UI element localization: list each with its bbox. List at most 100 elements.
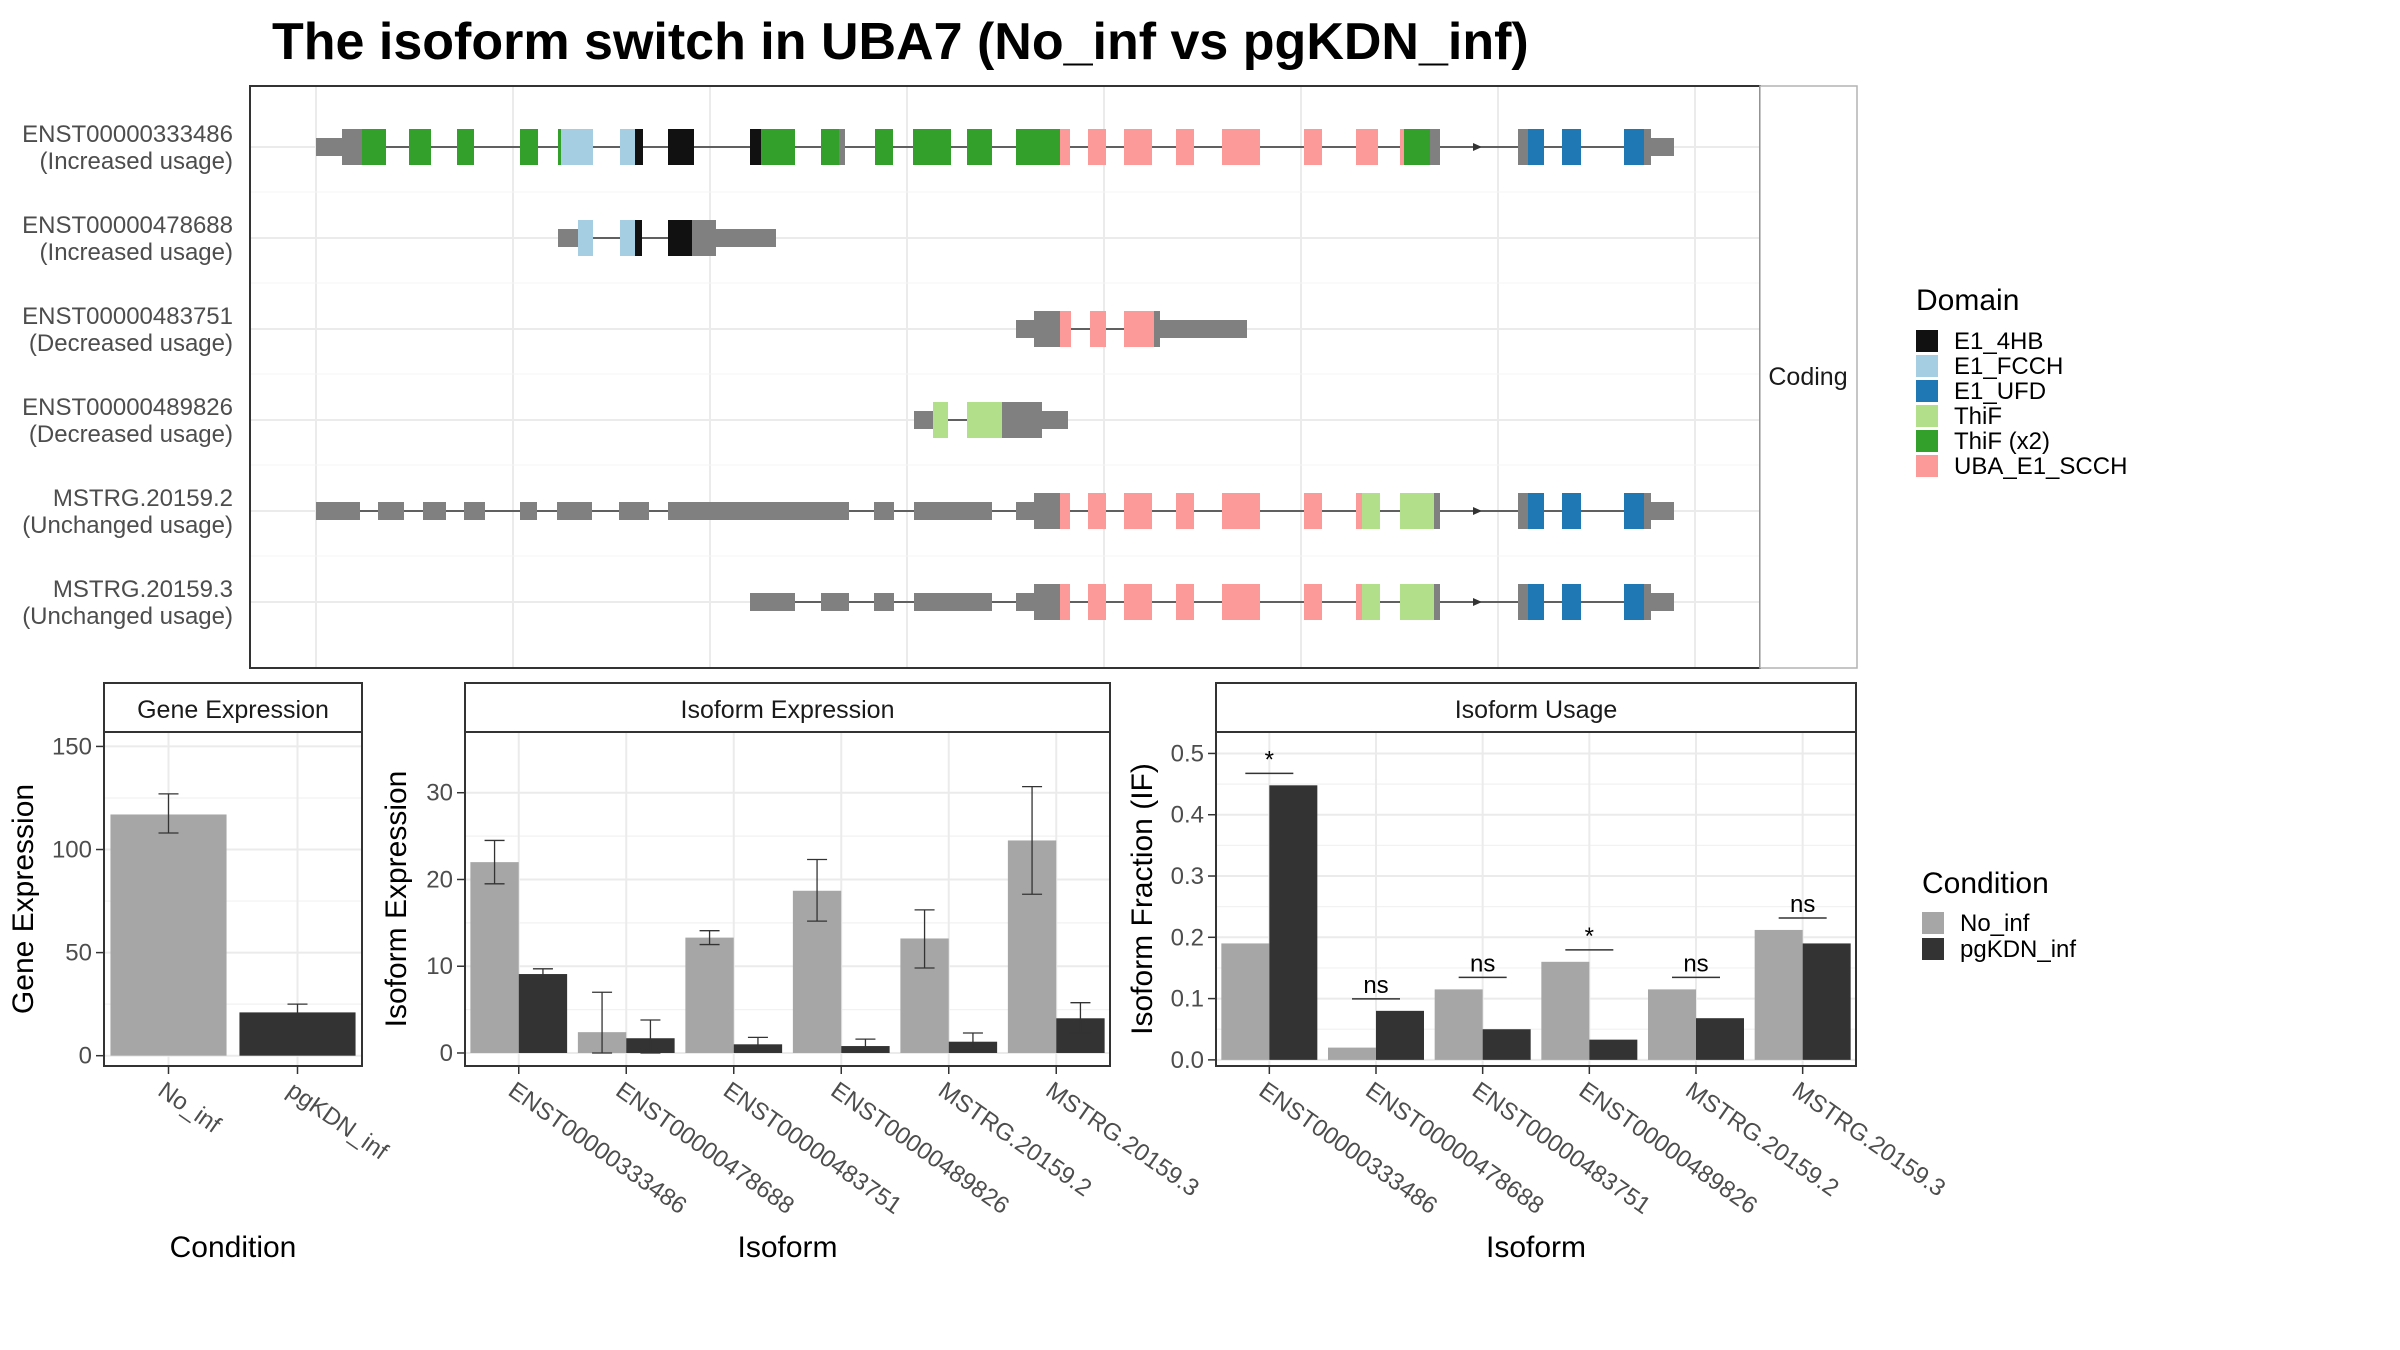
y-axis-label: Isoform Expression [380,771,413,1028]
exon-segment [1154,311,1160,347]
figure-title: The isoform switch in UBA7 (No_inf vs pg… [272,13,1529,71]
domain-legend-label: UBA_E1_SCCH [1954,453,2127,480]
exon-segment [1400,493,1434,529]
y-axis-label: Gene Expression [7,784,40,1014]
bar-No_inf [110,814,227,1056]
exon-segment [356,129,362,165]
transcript-name-label: MSTRG.20159.3 [53,576,233,603]
exon-segment [1088,584,1106,620]
bar-pgKDN_inf [1589,1039,1638,1060]
exon-segment [558,229,578,247]
exon-segment [1356,584,1362,620]
exon-segment [1404,129,1430,165]
significance-label: ns [1363,972,1388,999]
exon-segment [1528,493,1544,529]
panel-strip [1215,682,1857,733]
y-tick-label: 0.0 [1171,1047,1204,1074]
exon-segment [1124,584,1152,620]
y-tick-label: 0 [79,1043,92,1070]
domain-legend-label: E1_4HB [1954,328,2043,355]
bar-No_inf [470,862,519,1053]
plot-background [1216,732,1856,1066]
x-tick-label: ENST00000483751 [718,1077,906,1220]
condition-legend-label: pgKDN_inf [1960,936,2076,963]
y-tick-label: 100 [52,837,92,864]
exon-segment [1090,311,1106,347]
panel-strip-title: Isoform Usage [1455,696,1618,724]
y-tick-label: 0 [440,1040,453,1067]
exon-segment [557,502,592,520]
exon-segment [1434,584,1440,620]
panel-strip-title: Gene Expression [137,696,329,724]
y-tick-label: 0.1 [1171,986,1204,1013]
exon-segment [620,129,635,165]
exon-segment [1042,411,1068,429]
exon-segment [668,129,694,165]
exon-segment [520,502,537,520]
condition-legend-swatch [1922,938,1944,960]
exon-segment [1644,129,1651,165]
exon-segment [1562,129,1581,165]
exon-segment [316,138,342,156]
bar-No_inf [1221,943,1270,1060]
bar-No_inf [1648,989,1696,1060]
panel-strip [103,682,363,733]
exon-segment [342,129,356,165]
exon-segment [1304,584,1322,620]
transcript-usage-label: (Increased usage) [40,148,233,175]
exon-segment [1060,584,1070,620]
exon-segment [1304,493,1322,529]
exon-segment [1624,493,1644,529]
exon-segment [1356,493,1362,529]
domain-legend-swatch [1916,455,1938,477]
y-tick-label: 10 [426,953,453,980]
y-tick-label: 20 [426,866,453,893]
domain-legend-swatch [1916,405,1938,427]
exon-segment [716,229,776,247]
structure-panel-background [250,86,1760,668]
strand-arrow-icon [1473,598,1482,606]
exon-segment [914,502,992,520]
exon-segment [1176,584,1194,620]
exon-segment [1222,584,1260,620]
domain-legend-swatch [1916,430,1938,452]
bar-pgKDN_inf [1482,1029,1531,1060]
exon-segment [520,129,538,165]
exon-segment [1034,493,1060,529]
exon-segment [839,129,845,165]
condition-legend-label: No_inf [1960,910,2030,937]
significance-label: ns [1790,891,1815,918]
exon-segment [914,411,933,429]
bar-No_inf [1328,1047,1376,1060]
exon-segment [1222,129,1260,165]
exon-segment [967,402,1002,438]
panel-strip [464,682,1111,733]
transcript-name-label: ENST00000333486 [22,121,233,148]
x-tick-label: ENST00000489826 [826,1077,1014,1220]
y-tick-label: 0.2 [1171,924,1204,951]
exon-segment [1002,402,1042,438]
strand-arrow-icon [1473,143,1482,151]
exon-segment [874,593,894,611]
exon-segment [1528,584,1544,620]
exon-segment [668,502,849,520]
panel-strip-title: Isoform Expression [681,696,895,724]
exon-segment [316,502,360,520]
x-tick-label: ENST00000489826 [1574,1077,1762,1220]
exon-segment [635,220,642,256]
strand-arrow-icon [1473,507,1482,515]
bar-pgKDN_inf [239,1012,356,1056]
structure-strip-label: Coding [1768,363,1847,391]
exon-segment [1562,584,1581,620]
x-axis-label: Isoform [737,1231,837,1264]
bar-pgKDN_inf [1269,785,1318,1060]
exon-segment [409,129,431,165]
exon-segment [619,502,649,520]
exon-segment [1400,584,1434,620]
exon-segment [750,593,795,611]
exon-segment [874,502,894,520]
transcript-name-label: ENST00000483751 [22,303,233,330]
exon-segment [558,129,561,165]
